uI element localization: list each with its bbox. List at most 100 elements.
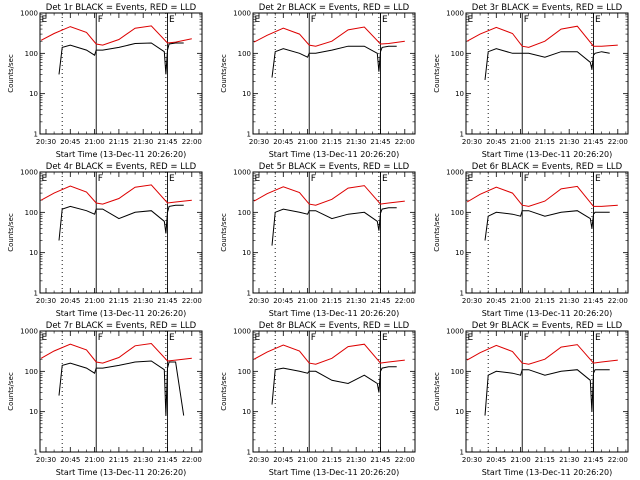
marker-label: E (382, 15, 388, 25)
series-events-line (271, 366, 397, 405)
x-tick-label: 21:30 (133, 138, 153, 146)
x-tick-label: 21:00 (85, 297, 105, 305)
x-tick-label: 22:00 (395, 456, 415, 464)
marker-label: F (311, 15, 316, 25)
y-tick-label: 1000 (446, 328, 464, 336)
y-tick-label: 1 (247, 449, 251, 457)
y-axis-label: Counts/sec (433, 54, 441, 93)
x-tick-label: 22:00 (608, 297, 628, 305)
y-tick-label: 100 (451, 50, 464, 58)
panel-det-4: Det 4r BLACK = Events, RED = LLD Counts/s… (7, 162, 203, 318)
y-tick-label: 100 (238, 368, 251, 376)
x-tick-label: 21:15 (322, 456, 342, 464)
panel-title: Det 5r BLACK = Events, RED = LLD (259, 162, 410, 172)
x-tick-label: 22:00 (395, 297, 415, 305)
series-lld-line (40, 184, 192, 205)
x-tick-label: 21:15 (109, 456, 129, 464)
corner-label: E (468, 333, 474, 343)
marker-label: E (382, 174, 388, 184)
series-lld-line (466, 344, 618, 365)
y-tick-label: 1 (460, 449, 464, 457)
x-tick-label: 21:45 (157, 297, 177, 305)
marker-label: F (98, 174, 103, 184)
y-axis-label: Counts/sec (220, 372, 228, 411)
y-tick-label: 1 (34, 449, 38, 457)
marker-label: F (524, 15, 529, 25)
plot-frame (252, 12, 416, 135)
x-tick-label: 20:45 (60, 456, 80, 464)
corner-label: E (468, 15, 474, 25)
plot-frame (465, 330, 629, 453)
y-tick-label: 1 (34, 290, 38, 298)
x-tick-label: 20:30 (36, 456, 56, 464)
x-axis-label: Start Time (13-Dec-11 20:26:20) (269, 150, 400, 159)
panel-det-7: Det 7r BLACK = Events, RED = LLD Counts/s… (7, 321, 203, 477)
panel-title: Det 3r BLACK = Events, RED = LLD (472, 3, 623, 13)
marker-label: F (98, 333, 103, 343)
plot-frame (39, 330, 203, 453)
x-axis-label: Start Time (13-Dec-11 20:26:20) (56, 468, 187, 477)
x-tick-label: 20:30 (249, 138, 269, 146)
x-tick-label: 21:15 (109, 138, 129, 146)
x-tick-label: 21:00 (511, 297, 531, 305)
y-axis-label: Counts/sec (220, 54, 228, 93)
marker-label: F (311, 174, 316, 184)
panel-det-8: Det 8r BLACK = Events, RED = LLD Counts/s… (220, 321, 416, 477)
x-tick-label: 21:45 (370, 138, 390, 146)
panel-det-3: Det 3r BLACK = Events, RED = LLD Counts/s… (433, 3, 629, 159)
x-tick-label: 21:00 (298, 138, 318, 146)
y-tick-label: 100 (451, 209, 464, 217)
x-tick-label: 21:00 (298, 297, 318, 305)
x-tick-label: 22:00 (182, 138, 202, 146)
x-axis-label: Start Time (13-Dec-11 20:26:20) (269, 468, 400, 477)
marker-label: E (169, 174, 175, 184)
y-axis-label: Counts/sec (7, 54, 15, 93)
x-axis-label: Start Time (13-Dec-11 20:26:20) (482, 150, 613, 159)
x-tick-label: 21:00 (511, 456, 531, 464)
plot-frame (39, 171, 203, 294)
x-tick-label: 21:15 (109, 297, 129, 305)
x-tick-label: 21:45 (583, 297, 603, 305)
x-tick-label: 22:00 (395, 138, 415, 146)
marker-label: F (311, 333, 316, 343)
y-axis-label: Counts/sec (7, 372, 15, 411)
y-tick-label: 1000 (446, 169, 464, 177)
x-axis-label: Start Time (13-Dec-11 20:26:20) (56, 150, 187, 159)
x-tick-label: 21:30 (559, 297, 579, 305)
x-tick-label: 21:45 (583, 456, 603, 464)
x-tick-label: 21:30 (559, 456, 579, 464)
panel-det-2: Det 2r BLACK = Events, RED = LLD Counts/s… (220, 3, 416, 159)
x-tick-label: 21:15 (535, 138, 555, 146)
x-axis-label: Start Time (13-Dec-11 20:26:20) (269, 309, 400, 318)
series-lld-line (253, 185, 405, 206)
panel-det-9: Det 9r BLACK = Events, RED = LLD Counts/s… (433, 321, 629, 477)
x-tick-label: 20:45 (273, 138, 293, 146)
x-tick-label: 20:30 (249, 456, 269, 464)
marker-label: E (169, 15, 175, 25)
corner-label: E (468, 174, 474, 184)
series-events-line (484, 48, 610, 80)
corner-label: E (255, 15, 261, 25)
corner-label: E (255, 333, 261, 343)
panel-title: Det 8r BLACK = Events, RED = LLD (259, 321, 410, 331)
y-axis-label: Counts/sec (220, 213, 228, 252)
panel-det-5: Det 5r BLACK = Events, RED = LLD Counts/s… (220, 162, 416, 318)
marker-label: E (595, 174, 601, 184)
series-lld-line (40, 25, 192, 46)
series-lld-line (466, 185, 618, 207)
x-tick-label: 21:30 (346, 297, 366, 305)
y-tick-label: 1000 (20, 169, 38, 177)
x-tick-label: 21:15 (535, 456, 555, 464)
x-tick-label: 21:00 (298, 456, 318, 464)
x-tick-label: 21:30 (346, 138, 366, 146)
series-events-line (58, 42, 184, 75)
panel-det-1: Det 1r BLACK = Events, RED = LLD Counts/s… (7, 3, 203, 159)
y-tick-label: 10 (242, 90, 251, 98)
y-tick-label: 100 (238, 209, 251, 217)
x-tick-label: 21:30 (559, 138, 579, 146)
x-tick-label: 21:15 (322, 297, 342, 305)
marker-label: E (382, 333, 388, 343)
y-tick-label: 1000 (20, 10, 38, 18)
x-tick-label: 21:00 (85, 456, 105, 464)
